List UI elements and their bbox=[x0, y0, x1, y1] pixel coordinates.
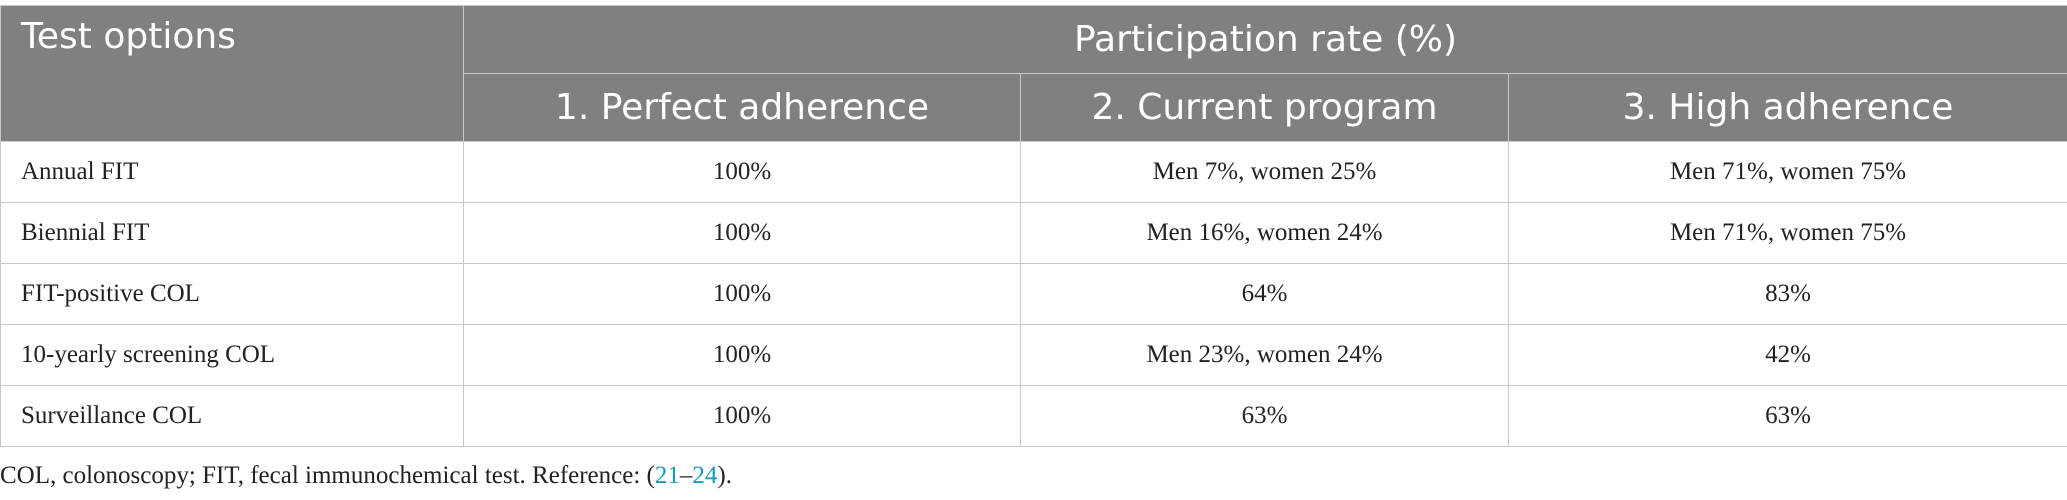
header-row: 1. Perfect adherence 2. Current program … bbox=[1, 73, 2067, 142]
table-cell: 63% bbox=[1508, 385, 2067, 447]
table-cell: Men 16%, women 24% bbox=[1020, 202, 1509, 264]
reference-link[interactable]: 24 bbox=[692, 462, 718, 489]
table-row: Biennial FIT 100% Men 16%, women 24% Men 71… bbox=[0, 202, 2067, 264]
table-cell: 42% bbox=[1508, 324, 2067, 386]
row-label: Annual FIT bbox=[0, 141, 464, 203]
table-cell: Men 71%, women 75% bbox=[1508, 202, 2067, 264]
table-cell: Men 23%, women 24% bbox=[1020, 324, 1509, 386]
header-cell: 3. High adherence bbox=[1508, 73, 2067, 142]
participation-table: Test options Participation rate (%) 1. P… bbox=[0, 5, 2067, 447]
table-cell: 100% bbox=[463, 202, 1021, 264]
table-cell: 83% bbox=[1508, 263, 2067, 325]
header-cell: 1. Perfect adherence bbox=[463, 73, 1021, 142]
table-cell: 64% bbox=[1020, 263, 1509, 325]
table-cell: Men 7%, women 25% bbox=[1020, 141, 1509, 203]
row-label: FIT-positive COL bbox=[0, 263, 464, 325]
table-cell: 100% bbox=[463, 141, 1021, 203]
table-row: FIT-positive COL 100% 64% 83% bbox=[0, 263, 2067, 325]
table-cell: 100% bbox=[463, 263, 1021, 325]
row-label: Surveillance COL bbox=[0, 385, 464, 447]
footnote-text: – bbox=[679, 462, 693, 489]
footnote: COL, colonoscopy; FIT, fecal immunochemi… bbox=[0, 462, 732, 490]
header-row: Test options Participation rate (%) bbox=[0, 5, 2067, 142]
footnote-text: ). bbox=[717, 462, 732, 489]
table-body: Annual FIT 100% Men 7%, women 25% Men 71%, … bbox=[0, 141, 2067, 447]
row-label: Biennial FIT bbox=[0, 202, 464, 264]
table-cell: 63% bbox=[1020, 385, 1509, 447]
header-cell: Test options bbox=[0, 5, 464, 142]
row-label: 10-yearly screening COL bbox=[0, 324, 464, 386]
header-cell: 2. Current program bbox=[1020, 73, 1509, 142]
table-cell: Men 71%, women 75% bbox=[1508, 141, 2067, 203]
reference-link[interactable]: 21 bbox=[654, 462, 680, 489]
footnote-text: COL, colonoscopy; FIT, fecal immunochemi… bbox=[0, 462, 655, 489]
table-row: Surveillance COL 100% 63% 63% bbox=[0, 385, 2067, 447]
table-cell: 100% bbox=[463, 385, 1021, 447]
table-head: Test options Participation rate (%) 1. P… bbox=[0, 5, 2067, 142]
table-cell: 100% bbox=[463, 324, 1021, 386]
table-row: 10-yearly screening COL 100% Men 23%, wome… bbox=[0, 324, 2067, 386]
header-group: Participation rate (%) bbox=[463, 5, 2067, 74]
table-row: Annual FIT 100% Men 7%, women 25% Men 71%, … bbox=[0, 141, 2067, 203]
